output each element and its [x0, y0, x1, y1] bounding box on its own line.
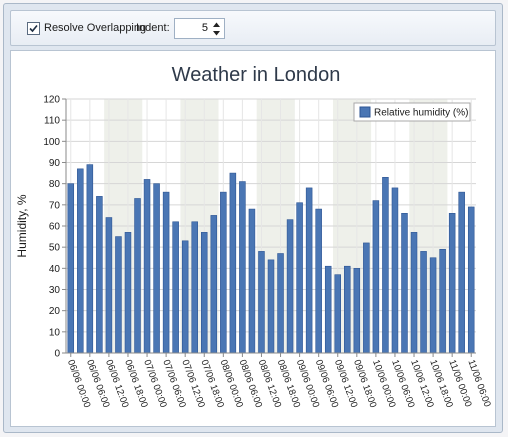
bar — [258, 251, 265, 354]
app-window: Resolve Overlapping Indent: 5 Weather in… — [3, 3, 503, 433]
bar — [229, 172, 237, 354]
chart-title: Weather in London — [172, 64, 341, 86]
bar — [324, 265, 332, 354]
resolve-overlapping-label[interactable]: Resolve Overlapping — [44, 22, 147, 34]
bar — [305, 187, 313, 354]
y-tick-label: 60 — [49, 222, 61, 233]
bar — [458, 191, 465, 354]
bar — [191, 221, 198, 354]
spin-down-icon[interactable] — [211, 29, 222, 38]
y-tick-label: 40 — [49, 264, 61, 275]
bar — [286, 219, 294, 354]
y-tick-label: 10 — [49, 327, 61, 338]
indent-spinner[interactable]: 5 — [174, 18, 225, 39]
bar — [181, 240, 189, 354]
bar — [267, 259, 275, 354]
bar — [239, 181, 246, 354]
bar — [410, 232, 418, 354]
chart-panel: Weather in London Humidity, % 0 10 20 30 40 5… — [10, 50, 496, 427]
bar — [296, 202, 303, 354]
bar — [124, 232, 132, 354]
legend-label: Relative humidity (%) — [374, 108, 468, 119]
chart-legend: Relative humidity (%) — [353, 102, 471, 122]
checkmark-icon — [29, 24, 38, 33]
bar — [401, 213, 408, 354]
indent-value[interactable]: 5 — [201, 22, 208, 34]
bar — [201, 232, 208, 354]
y-tick-label: 120 — [43, 95, 60, 106]
bar — [439, 248, 446, 354]
bar — [115, 236, 122, 354]
bar — [448, 213, 456, 354]
bar — [220, 191, 227, 354]
y-tick-label: 30 — [49, 285, 61, 296]
y-tick-label: 0 — [54, 349, 60, 360]
spin-up-icon[interactable] — [211, 20, 222, 29]
bar — [210, 215, 218, 354]
humidity-chart: Weather in London Humidity, % 0 10 20 30 40 5… — [15, 64, 493, 409]
y-tick-label: 110 — [44, 116, 60, 127]
bar — [344, 265, 351, 354]
bar — [363, 242, 370, 354]
bar — [105, 217, 113, 354]
bar — [153, 183, 160, 354]
bar — [334, 274, 341, 354]
bar — [277, 253, 284, 354]
bar — [143, 179, 151, 354]
bar — [172, 221, 179, 354]
bar — [67, 183, 75, 354]
bar — [86, 164, 94, 354]
y-tick-label: 90 — [49, 158, 61, 169]
bar — [467, 206, 475, 354]
bar — [162, 191, 170, 354]
bar — [372, 200, 380, 354]
bar — [134, 198, 141, 354]
bar — [382, 177, 389, 354]
y-tick-label: 20 — [49, 306, 61, 317]
y-tick-label: 50 — [49, 243, 61, 254]
y-tick-label: 80 — [49, 179, 61, 190]
bar — [77, 168, 84, 354]
legend-swatch — [359, 106, 371, 118]
options-toolbar: Resolve Overlapping Indent: 5 — [10, 10, 496, 46]
bar — [353, 268, 361, 354]
y-axis-label: Humidity, % — [15, 194, 29, 257]
resolve-overlapping-checkbox[interactable] — [27, 22, 40, 35]
bar — [429, 257, 437, 354]
bar — [315, 208, 322, 354]
indent-label: Indent: — [136, 22, 170, 34]
bar — [391, 187, 399, 354]
bar — [420, 251, 427, 354]
y-tick-label: 70 — [49, 200, 61, 211]
y-tick-label: 100 — [43, 137, 60, 148]
bar — [248, 208, 256, 354]
bar — [96, 196, 103, 354]
